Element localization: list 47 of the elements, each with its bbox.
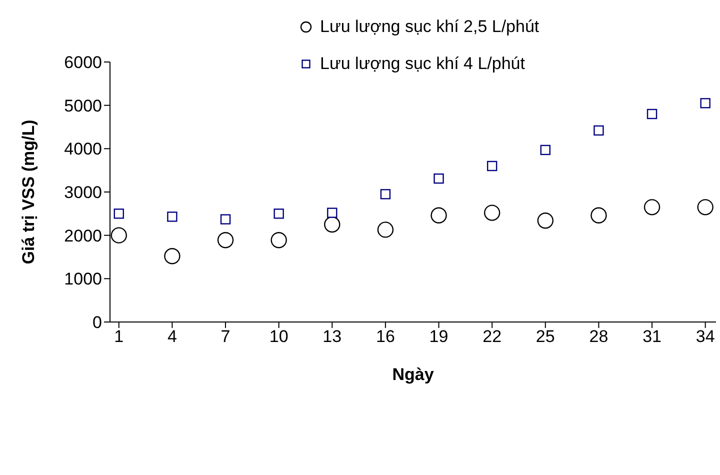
point xyxy=(434,173,444,184)
x-tick-label: 25 xyxy=(536,327,555,346)
x-tick-label: 4 xyxy=(167,327,177,346)
x-tick-label: 13 xyxy=(322,327,342,346)
y-tick-label: 1000 xyxy=(64,270,102,289)
x-tick-label: 28 xyxy=(589,327,608,346)
x-tick-label: 10 xyxy=(269,327,288,346)
point xyxy=(590,207,607,224)
y-tick-label: 0 xyxy=(92,313,102,332)
point xyxy=(537,212,554,229)
y-tick-label: 6000 xyxy=(64,53,102,72)
point xyxy=(644,199,660,216)
x-tick-label: 16 xyxy=(376,327,395,346)
point xyxy=(270,232,287,248)
point xyxy=(164,248,180,264)
point xyxy=(167,212,178,222)
y-tick-label: 5000 xyxy=(64,96,102,116)
x-tick-label: 31 xyxy=(642,327,662,346)
y-tick-label: 2000 xyxy=(64,226,102,246)
legend-label: Lưu lượng sục khí 2,5 L/phút xyxy=(320,16,540,36)
x-tick-label: 34 xyxy=(696,327,715,346)
x-tick-label: 1 xyxy=(114,327,124,346)
x-tick-label: 19 xyxy=(429,327,448,346)
point xyxy=(110,227,127,244)
y-tick-label: 4000 xyxy=(64,140,102,159)
point xyxy=(380,189,391,200)
point xyxy=(114,208,124,219)
point xyxy=(540,144,550,156)
point xyxy=(646,108,658,120)
legend-label: Lưu lượng sục khí 4 L/phút xyxy=(320,54,525,74)
point xyxy=(484,204,500,221)
y-tick-label: 3000 xyxy=(64,183,102,202)
point xyxy=(274,208,284,219)
point xyxy=(217,232,234,248)
point xyxy=(377,222,394,238)
point xyxy=(327,208,338,218)
point xyxy=(700,98,710,108)
x-tick-label: 7 xyxy=(220,327,230,346)
point xyxy=(697,199,714,216)
point xyxy=(594,125,604,136)
x-tick-label: 22 xyxy=(482,327,502,346)
x-axis-title: Ngày xyxy=(392,365,434,384)
point xyxy=(486,160,498,172)
point xyxy=(324,216,340,233)
y-axis-title: Giá trị VSS (mg/L) xyxy=(19,120,38,264)
point xyxy=(220,214,231,224)
point xyxy=(430,207,447,224)
